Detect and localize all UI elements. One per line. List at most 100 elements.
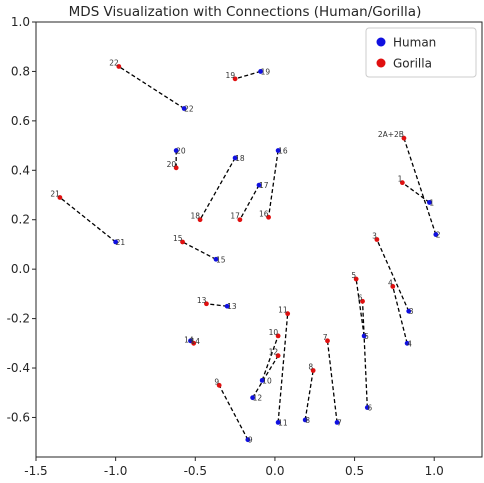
gorilla-label-6: 6 <box>358 293 363 302</box>
gorilla-point-17 <box>237 217 243 223</box>
x-tick-label: 1.0 <box>425 464 444 478</box>
human-point-15 <box>213 256 219 262</box>
human-label-1: 1 <box>429 198 434 207</box>
gorilla-label-9: 9 <box>214 377 219 386</box>
human-point-7 <box>334 419 340 425</box>
human-point-8 <box>302 417 308 423</box>
y-tick-label: 0.0 <box>11 262 30 276</box>
human-label-15: 15 <box>216 255 226 264</box>
gorilla-point-11 <box>285 311 291 317</box>
legend-marker-human <box>376 37 386 47</box>
human-label-11: 11 <box>278 418 288 427</box>
connection-line-19 <box>234 70 261 80</box>
human-point-18 <box>232 155 238 161</box>
gorilla-point-21 <box>57 195 63 200</box>
plot-frame <box>35 21 483 458</box>
connection-line-3 <box>376 239 410 312</box>
gorilla-label-5: 5 <box>351 271 356 280</box>
connection-line-5 <box>355 278 365 336</box>
gorilla-label-14: 14 <box>184 335 194 344</box>
human-point-1 <box>427 200 432 205</box>
chart-title: MDS Visualization with Connections (Huma… <box>69 4 422 20</box>
gorilla-label-1: 1 <box>398 175 403 184</box>
gorilla-label-12: 12 <box>269 348 279 357</box>
legend: Human Gorilla <box>365 27 477 78</box>
human-label-16: 16 <box>278 147 288 156</box>
connection-line-4 <box>392 286 408 344</box>
human-point-12 <box>250 395 256 401</box>
y-tick-label: 1.0 <box>11 15 30 29</box>
gorilla-point-20 <box>173 165 179 171</box>
y-tick-label: -0.2 <box>7 312 30 326</box>
x-tick-label: -1.0 <box>104 464 127 478</box>
gorilla-label-19: 19 <box>226 71 236 80</box>
x-axis-ticks: -1.5 -1.0 -0.5 0.0 0.5 1.0 <box>24 457 444 478</box>
human-label-22: 22 <box>184 105 194 114</box>
human-label-5: 5 <box>364 332 369 341</box>
gorilla-label-2: 2A+2B <box>378 130 404 139</box>
gorilla-point-2 <box>401 135 407 141</box>
gorilla-label-3: 3 <box>372 232 377 241</box>
x-tick-label: -0.5 <box>184 464 207 478</box>
connection-line-17 <box>239 184 260 221</box>
x-tick-label: 0.5 <box>345 464 364 478</box>
human-label-17: 17 <box>259 181 269 190</box>
gorilla-label-15: 15 <box>173 234 183 243</box>
human-point-17 <box>256 182 262 188</box>
human-label-10: 10 <box>262 376 272 385</box>
human-point-13 <box>224 303 230 309</box>
connection-line-7 <box>326 340 338 423</box>
gorilla-label-10: 10 <box>269 328 279 337</box>
gorilla-label-13: 13 <box>197 296 207 305</box>
connection-line-18 <box>199 157 236 221</box>
gorilla-point-22 <box>116 64 122 69</box>
gorilla-point-5 <box>353 276 359 282</box>
gorilla-label-20: 20 <box>167 160 177 169</box>
x-tick-label: -1.5 <box>24 464 47 478</box>
human-label-6: 6 <box>367 404 372 413</box>
gorilla-label-11: 11 <box>278 306 288 315</box>
human-label-12: 12 <box>253 394 263 403</box>
y-tick-label: 0.2 <box>11 213 30 227</box>
human-label-2: 2 <box>436 231 441 240</box>
y-tick-label: 0.6 <box>11 114 30 128</box>
human-label-21: 21 <box>116 238 126 247</box>
y-tick-label: 0.4 <box>11 163 30 177</box>
human-label-20: 20 <box>176 147 186 156</box>
connection-line-12 <box>252 355 279 399</box>
gorilla-point-16 <box>266 214 271 220</box>
human-point-6 <box>364 405 370 410</box>
gorilla-point-8 <box>310 368 316 373</box>
legend-box <box>365 27 477 78</box>
human-point-22 <box>181 106 187 111</box>
human-point-4 <box>404 340 410 346</box>
human-label-3: 3 <box>409 307 414 316</box>
human-label-7: 7 <box>337 418 342 427</box>
gorilla-point-7 <box>325 338 330 344</box>
human-point-9 <box>245 437 251 443</box>
connection-line-13 <box>206 303 228 307</box>
connection-line-11 <box>277 313 289 423</box>
gorilla-point-14 <box>191 340 197 346</box>
human-label-19: 19 <box>261 67 271 76</box>
gorilla-point-15 <box>180 239 185 245</box>
y-axis-ticks: -0.6 -0.4 -0.2 0.0 0.2 0.4 0.6 0.8 1.0 <box>7 15 36 424</box>
human-label-14: 14 <box>191 337 201 346</box>
gorilla-point-12 <box>275 353 281 359</box>
gorilla-point-9 <box>216 382 222 388</box>
human-label-4: 4 <box>407 339 412 348</box>
gorilla-label-18: 18 <box>191 212 201 221</box>
connection-line-6 <box>361 301 368 408</box>
y-tick-label: -0.6 <box>7 410 30 424</box>
points-layer <box>57 64 439 443</box>
gorilla-label-7: 7 <box>323 333 328 342</box>
y-tick-label: 0.8 <box>11 64 30 78</box>
connection-line-9 <box>218 385 249 441</box>
human-point-19 <box>258 69 263 74</box>
gorilla-label-4: 4 <box>388 278 393 287</box>
connection-line-1 <box>401 182 430 203</box>
gorilla-point-3 <box>374 237 380 242</box>
legend-label-human: Human <box>393 36 436 50</box>
gorilla-point-10 <box>275 333 281 339</box>
